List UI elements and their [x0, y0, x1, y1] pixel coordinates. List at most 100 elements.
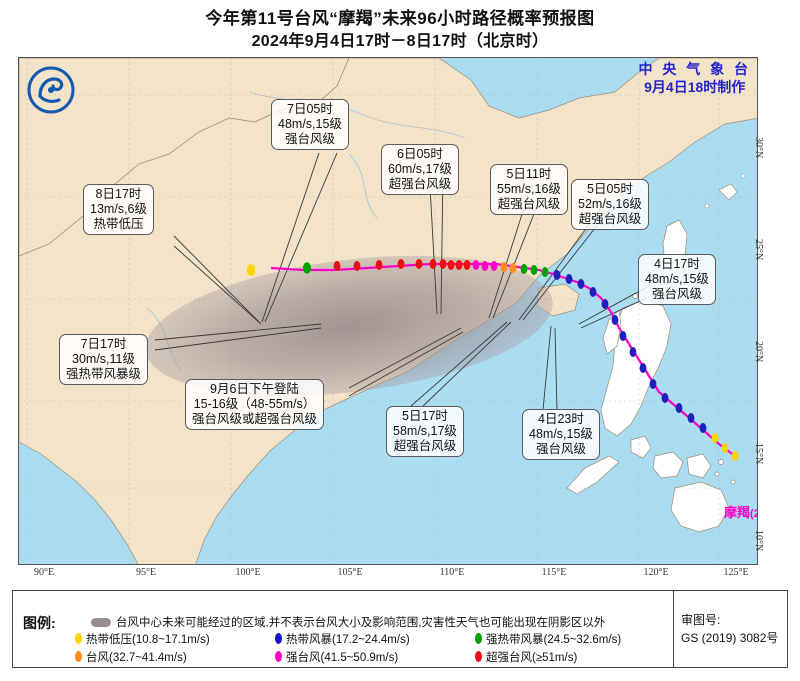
callout-c-7d05: 7日05时 48m/s,15级 强台风级 — [271, 99, 349, 151]
approval-label: 审图号: — [681, 613, 721, 627]
x-tick-label: 125°E — [723, 567, 749, 578]
callout-time: 7日17时 — [80, 337, 127, 351]
callout-c-8d17: 8日17时 13m/s,6级 热带低压 — [83, 184, 154, 236]
title-line-2: 2024年9月4日17时－8日17时（北京时） — [251, 32, 549, 50]
approval-number: GS (2019) 3082号 — [681, 631, 779, 645]
callout-time: 4日23时 — [538, 412, 584, 426]
callout-category: 强台风级 — [651, 286, 702, 301]
callout-category: 强台风级 — [284, 131, 335, 146]
callout-time: 5日05时 — [587, 182, 633, 196]
ryukyu-islands — [704, 173, 746, 209]
track-point-ts — [661, 393, 669, 403]
cone-swatch-icon — [91, 618, 111, 628]
track-point-ts — [565, 274, 573, 284]
callout-time: 6日05时 — [397, 147, 443, 161]
callout-wind: 15-16级（48-55m/s） — [193, 396, 316, 411]
track-point-sty — [490, 261, 498, 271]
callout-c-landfall: 9月6日下午登陆 15-16级（48-55m/s） 强台风级或超强台风级 — [185, 379, 325, 431]
legend-item: 强台风(41.5~50.9m/s) — [275, 649, 398, 665]
y-tick-label: 20°N — [753, 341, 764, 363]
callout-category: 超强台风级 — [388, 176, 452, 191]
legend-item: 强热带风暴(24.5~32.6m/s) — [475, 631, 621, 647]
track-point-ts — [699, 423, 707, 433]
forecast-probability-cone — [145, 255, 553, 397]
track-point-sts — [520, 264, 528, 274]
track-point-ts — [639, 363, 647, 373]
page-title: 今年第11号台风“摩羯”未来96小时路径概率预报图 2024年9月4日17时－8… — [0, 8, 800, 53]
callout-wind: 48m/s,15级 — [645, 271, 709, 286]
map-canvas — [19, 58, 757, 564]
track-point-sts — [530, 265, 538, 275]
philippines-layer — [566, 287, 736, 533]
track-point-ts — [601, 299, 609, 309]
legend-cone-note-text: 台风中心未来可能经过的区域,并不表示台风大小及影响范围,灾害性天气也可能出现在阴… — [116, 617, 606, 629]
x-tick-label: 115°E — [541, 567, 567, 578]
legend-item: 台风(32.7~41.4m/s) — [75, 649, 187, 665]
legend-title: 图例: — [23, 615, 56, 631]
callout-time: 7日05时 — [287, 102, 333, 116]
storm-name-label: 摩羯(2411) — [724, 502, 757, 521]
typhoon-track-map[interactable]: 中 央 气 象 台 9月4日18时制作 摩羯(2411) 7日05时48m/s,… — [18, 57, 758, 565]
track-point-ts — [629, 347, 637, 357]
legend-item-label: 台风(32.7~41.4m/s) — [86, 652, 187, 664]
callout-c-5d17: 5日17时 58m/s,17级 超强台风级 — [386, 406, 464, 458]
callout-category: 超强台风级 — [497, 196, 561, 211]
track-point-td — [721, 443, 729, 453]
callout-wind: 48m/s,15级 — [278, 116, 342, 131]
legend-approval-section: 审图号: GS (2019) 3082号 — [681, 591, 787, 667]
callout-wind: 13m/s,6级 — [90, 201, 147, 216]
legend-dot-icon — [275, 633, 282, 644]
track-point-super — [447, 260, 455, 270]
legend-cone-note: 台风中心未来可能经过的区域,并不表示台风大小及影响范围,灾害性天气也可能出现在阴… — [91, 614, 605, 630]
callout-wind: 48m/s,15级 — [529, 426, 593, 441]
track-point-td — [731, 451, 739, 461]
x-tick-label: 95°E — [135, 567, 157, 578]
legend-item-label: 热带风暴(17.2~24.4m/s) — [286, 634, 410, 646]
track-point-forecast-sts — [303, 262, 311, 274]
callout-time: 5日17时 — [402, 409, 448, 423]
callout-time: 4日17时 — [654, 257, 700, 271]
legend-dot-icon — [75, 633, 82, 644]
y-tick-label: 25°N — [753, 239, 764, 261]
attribution-line-1: 中 央 气 象 台 — [638, 61, 751, 77]
callout-category: 超强台风级 — [578, 211, 642, 226]
track-point-sts — [541, 267, 549, 277]
callout-category: 超强台风级 — [393, 438, 457, 453]
track-point-forecast-td — [246, 264, 256, 276]
title-line-1: 今年第11号台风“摩羯”未来96小时路径概率预报图 — [205, 9, 595, 28]
callout-wind: 55m/s,16级 — [497, 181, 561, 196]
track-point-ts — [619, 331, 627, 341]
legend-item-label: 热带低压(10.8~17.1m/s) — [86, 634, 210, 646]
y-tick-label: 10°N — [753, 530, 764, 552]
track-point-super — [429, 259, 437, 269]
callout-c-4d23: 4日23时 48m/s,15级 强台风级 — [522, 409, 600, 461]
track-point-super — [375, 260, 383, 270]
callout-c-5d11: 5日11时 55m/s,16级 超强台风级 — [490, 164, 568, 216]
storm-id-text: (2411) — [750, 508, 757, 520]
legend-left-section: 图例: 台风中心未来可能经过的区域,并不表示台风大小及影响范围,灾害性天气也可能… — [13, 591, 673, 667]
y-tick-label: 15°N — [753, 443, 764, 465]
track-point-sty — [472, 260, 480, 270]
callout-wind: 58m/s,17级 — [393, 423, 457, 438]
cma-logo-icon — [27, 66, 75, 114]
callout-time: 9月6日下午登陆 — [210, 382, 299, 396]
legend-dot-icon — [475, 633, 482, 644]
legend-item: 热带风暴(17.2~24.4m/s) — [275, 631, 410, 647]
legend-dot-icon — [75, 651, 82, 662]
x-tick-label: 110°E — [439, 567, 465, 578]
track-point-super — [397, 259, 405, 269]
track-point-ts — [649, 379, 657, 389]
legend-panel: 图例: 台风中心未来可能经过的区域,并不表示台风大小及影响范围,灾害性天气也可能… — [12, 590, 788, 668]
x-tick-label: 120°E — [643, 567, 669, 578]
attribution-line-2: 9月4日18时制作 — [644, 78, 746, 95]
legend-item-label: 超强台风(≥51m/s) — [486, 652, 578, 664]
callout-wind: 52m/s,16级 — [578, 196, 642, 211]
track-point-super — [353, 261, 361, 271]
x-tick-label: 105°E — [337, 567, 363, 578]
track-point-td — [711, 433, 719, 443]
y-tick-label: 30°N — [753, 137, 764, 159]
track-points — [246, 259, 739, 461]
legend-dot-icon — [475, 651, 482, 662]
storm-name-text: 摩羯 — [724, 505, 751, 520]
callout-wind: 60m/s,17级 — [388, 161, 452, 176]
